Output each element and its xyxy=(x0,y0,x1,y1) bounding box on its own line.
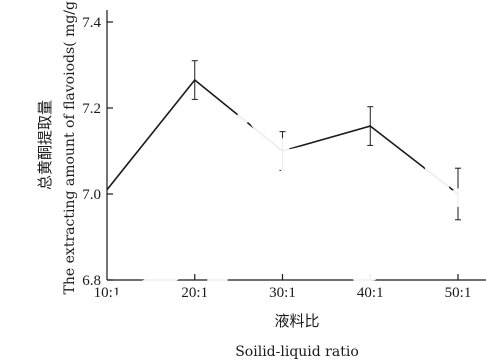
watermark xyxy=(108,12,486,316)
y-axis-title-cn: 总黄酮提取量 xyxy=(36,100,54,190)
y-axis-title-en: The extracting amount of flavoiods( mg/g… xyxy=(62,0,78,294)
x-tick-label: 20:1 xyxy=(181,285,208,301)
x-axis-title-en: Soilid-liquid ratio xyxy=(235,344,359,360)
y-tick-label: 7.0 xyxy=(82,187,101,203)
x-tick-label: 50:1 xyxy=(445,285,472,301)
y-tick-label: 6.8 xyxy=(82,273,101,289)
x-tick-label: 30:1 xyxy=(269,285,296,301)
x-tick-label: 40:1 xyxy=(357,285,384,301)
y-ticks: 6.8 7.0 7.2 7.4 xyxy=(82,15,113,289)
y-tick-label: 7.4 xyxy=(82,15,101,31)
x-ticks: 10:1 20:1 30:1 40:1 50:1 xyxy=(94,274,472,301)
y-tick-label: 7.2 xyxy=(82,101,101,117)
x-axis-title-cn: 液料比 xyxy=(274,312,319,330)
